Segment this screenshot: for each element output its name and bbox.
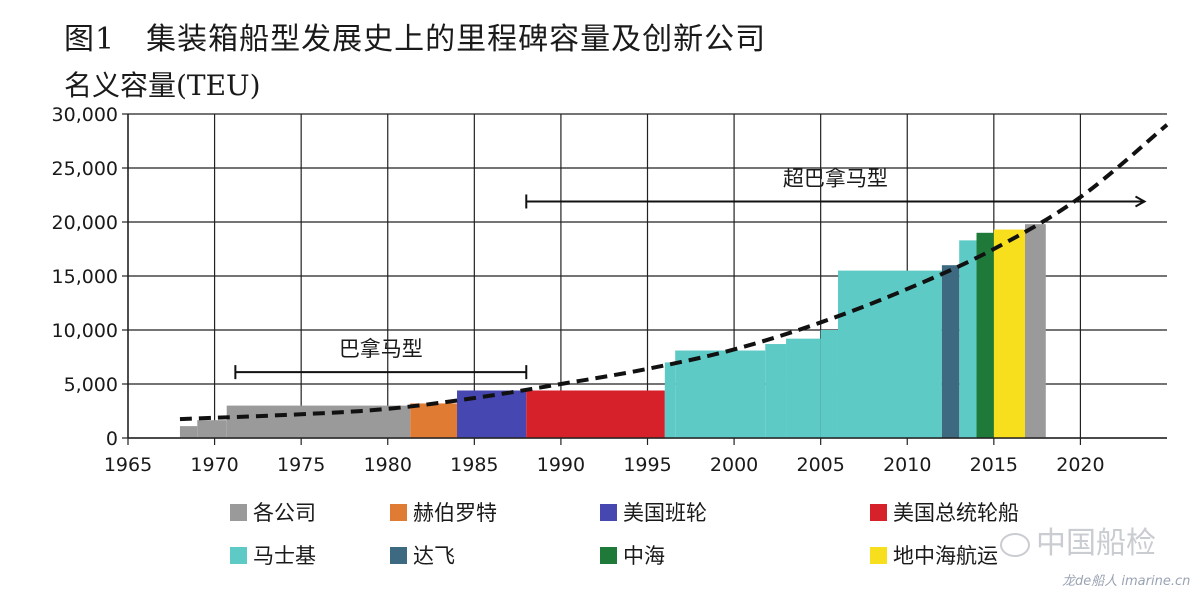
x-tick-label: 1990 <box>537 454 585 476</box>
legend-label: 赫伯罗特 <box>413 501 497 525</box>
y-axis-label: 名义容量(TEU) <box>64 69 261 102</box>
watermark-text: 中国船检 <box>1036 526 1156 561</box>
x-tick-label: 1980 <box>364 454 412 476</box>
legend-item: 地中海航运 <box>870 542 998 568</box>
legend: 各公司 赫伯罗特 美国班轮 美国总统轮船马士基 达飞 中海 地中海航运 <box>230 497 1060 577</box>
legend-label: 美国班轮 <box>623 501 707 525</box>
capacity-steps <box>179 224 1046 438</box>
chat-bubble-icon <box>1000 532 1030 557</box>
y-tick-label: 10,000 <box>52 320 118 342</box>
capacity-bar <box>959 240 977 438</box>
legend-label: 地中海航运 <box>893 544 998 568</box>
x-tick-label: 2015 <box>970 454 1018 476</box>
capacity-bar <box>786 338 821 438</box>
legend-item: 美国班轮 <box>600 499 707 525</box>
y-tick-label: 5,000 <box>64 374 118 396</box>
x-tick-label: 2020 <box>1056 454 1104 476</box>
legend-swatch <box>230 546 247 564</box>
x-tick-label: 1975 <box>277 454 325 476</box>
y-tick-label: 20,000 <box>52 212 118 234</box>
capacity-bar <box>993 229 1026 438</box>
x-tick-label: 1965 <box>104 454 152 476</box>
legend-label: 中海 <box>623 544 665 568</box>
legend-item: 中海 <box>600 542 665 568</box>
legend-item: 达飞 <box>390 542 455 568</box>
capacity-bar <box>941 265 960 438</box>
watermark: 中国船检 <box>1000 518 1156 562</box>
x-tick-label: 2000 <box>710 454 758 476</box>
trend-line <box>179 123 1169 422</box>
capacity-bar <box>664 362 676 438</box>
site-mark: 龙de船人 imarine.cn <box>1062 574 1191 589</box>
capacity-bar <box>837 270 942 438</box>
span-arrow <box>1135 195 1147 208</box>
chart-title: 图1 集装箱船型发展史上的里程碑容量及创新公司 <box>64 22 767 57</box>
x-tick-label: 1985 <box>450 454 498 476</box>
legend-label: 达飞 <box>413 544 455 568</box>
y-tick-label: 0 <box>106 428 118 450</box>
chart-plot: 1965 1970 1975 1980 1985 1990 1995 2000 2005 2010… <box>52 104 1169 476</box>
span-label: 超巴拿马型 <box>783 166 888 190</box>
x-tick-label: 1995 <box>623 454 671 476</box>
legend-swatch <box>230 503 247 521</box>
y-tick-label: 25,000 <box>52 158 118 180</box>
legend-swatch <box>870 503 887 521</box>
legend-item: 赫伯罗特 <box>390 499 497 525</box>
legend-item: 美国总统轮船 <box>870 499 1019 525</box>
capacity-bar <box>820 330 838 438</box>
capacity-bar <box>675 350 766 438</box>
legend-swatch <box>870 546 887 564</box>
legend-swatch <box>390 546 407 564</box>
y-tick-label: 30,000 <box>52 104 118 126</box>
capacity-bar <box>765 344 787 438</box>
capacity-bar <box>197 420 227 438</box>
capacity-bar <box>1025 224 1046 438</box>
legend-item: 各公司 <box>230 499 316 525</box>
capacity-bar <box>410 403 458 438</box>
capacity-bar <box>976 232 994 438</box>
annotations: 巴拿马型 超巴拿马型 <box>234 166 1147 380</box>
legend-swatch <box>390 503 407 521</box>
legend-swatch <box>600 503 617 521</box>
legend-label: 马士基 <box>253 544 316 568</box>
x-tick-label: 1970 <box>190 454 238 476</box>
legend-item: 马士基 <box>230 542 316 568</box>
capacity-bar <box>226 405 411 438</box>
capacity-bar <box>179 426 198 438</box>
span-label: 巴拿马型 <box>339 337 423 361</box>
legend-swatch <box>600 546 617 564</box>
axes: 1965 1970 1975 1980 1985 1990 1995 2000 2005 2010… <box>52 104 1167 476</box>
x-tick-label: 2010 <box>883 454 931 476</box>
legend-label: 美国总统轮船 <box>893 501 1019 525</box>
x-tick-label: 2005 <box>796 454 844 476</box>
capacity-bar <box>526 390 665 438</box>
legend-label: 各公司 <box>253 501 316 525</box>
y-tick-label: 15,000 <box>52 266 118 288</box>
